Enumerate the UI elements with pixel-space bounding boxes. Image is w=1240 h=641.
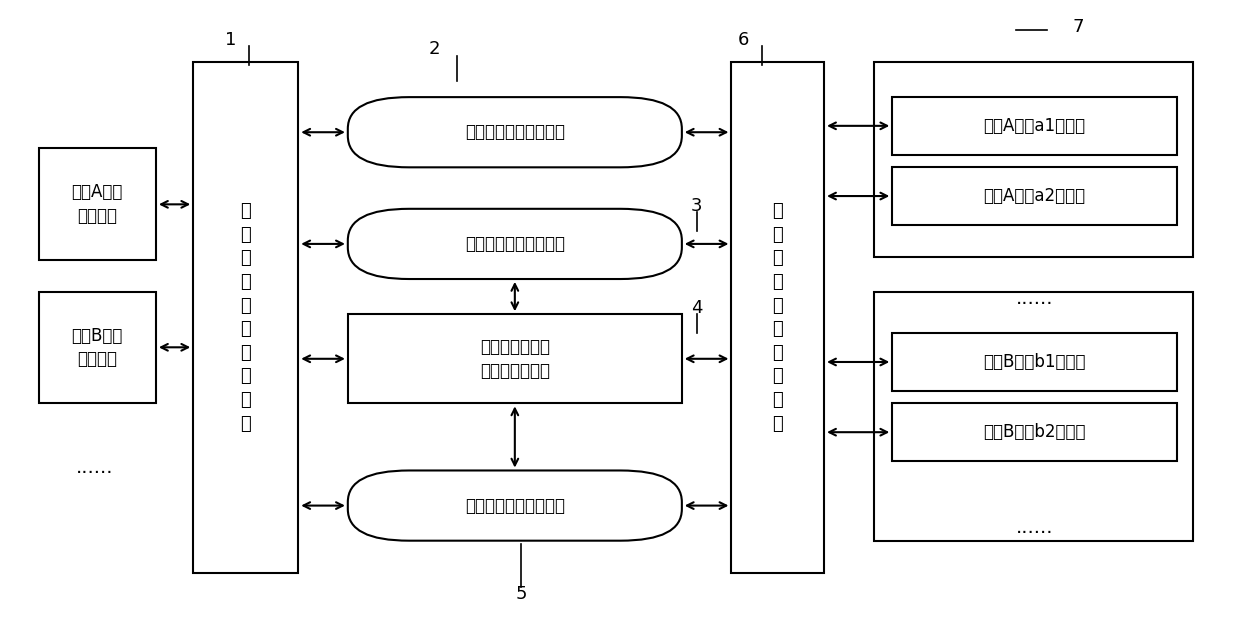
Text: 企业内部通讯录数据库: 企业内部通讯录数据库 — [465, 123, 565, 141]
FancyBboxPatch shape — [347, 470, 682, 541]
Bar — [193, 62, 299, 572]
Text: 企业服务通讯录数据库: 企业服务通讯录数据库 — [465, 497, 565, 515]
Text: 企
业
通
讯
录
云
服
务
模
块: 企 业 通 讯 录 云 服 务 模 块 — [773, 202, 784, 433]
Bar — [893, 333, 1177, 391]
Text: 7: 7 — [1073, 18, 1084, 36]
Bar — [893, 403, 1177, 461]
Bar — [38, 148, 156, 260]
Text: ......: ...... — [1016, 288, 1053, 308]
FancyBboxPatch shape — [347, 209, 682, 279]
Bar — [874, 292, 1193, 541]
Text: 2: 2 — [429, 40, 440, 58]
Text: 6: 6 — [738, 31, 749, 49]
Text: 3: 3 — [691, 197, 702, 215]
Text: 企业B员工b2客户端: 企业B员工b2客户端 — [983, 423, 1086, 441]
Bar — [874, 62, 1193, 256]
Bar — [347, 314, 682, 403]
Text: 企业A员工a1客户端: 企业A员工a1客户端 — [983, 117, 1085, 135]
Bar — [732, 62, 825, 572]
Text: 企业客户通讯录数据库: 企业客户通讯录数据库 — [465, 235, 565, 253]
Text: 企业客户与服务
通讯录关联模块: 企业客户与服务 通讯录关联模块 — [480, 338, 549, 379]
Text: 企业A员工a2客户端: 企业A员工a2客户端 — [983, 187, 1085, 205]
Text: 5: 5 — [516, 585, 527, 603]
Bar — [893, 167, 1177, 225]
Text: 企业B通讯
录管理员: 企业B通讯 录管理员 — [72, 327, 123, 369]
Text: 企
业
通
讯
录
云
管
理
模
块: 企 业 通 讯 录 云 管 理 模 块 — [241, 202, 252, 433]
FancyBboxPatch shape — [347, 97, 682, 167]
Text: 4: 4 — [691, 299, 702, 317]
Text: ......: ...... — [1016, 519, 1053, 537]
Text: ......: ...... — [76, 458, 113, 477]
Text: 1: 1 — [224, 31, 236, 49]
Text: 企业A通讯
录管理员: 企业A通讯 录管理员 — [72, 183, 123, 225]
Bar — [38, 292, 156, 403]
Bar — [893, 97, 1177, 154]
Text: 企业B员工b1客户端: 企业B员工b1客户端 — [983, 353, 1086, 371]
